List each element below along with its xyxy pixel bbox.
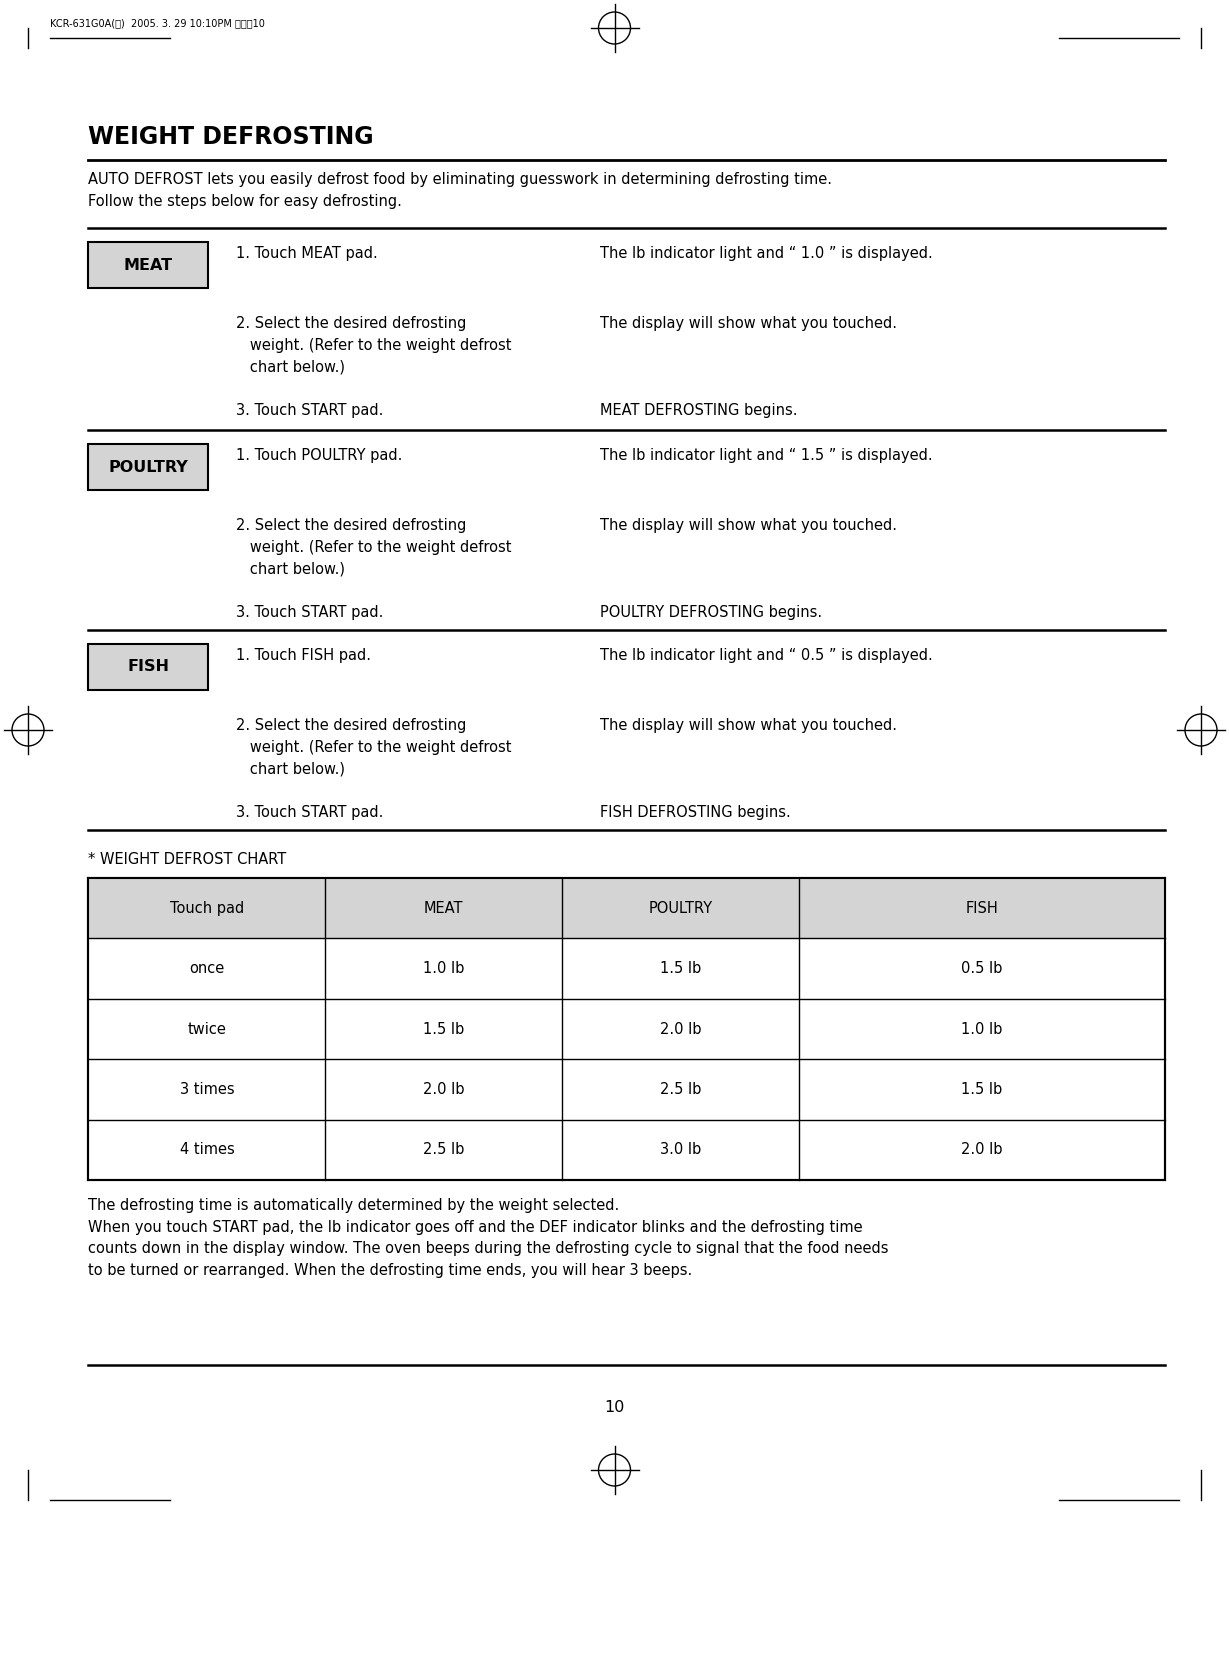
Text: The lb indicator light and “ 1.0 ” is displayed.: The lb indicator light and “ 1.0 ” is di… [600, 246, 933, 261]
Text: Touch pad: Touch pad [170, 901, 245, 916]
Text: 1.0 lb: 1.0 lb [423, 961, 465, 976]
Text: WEIGHT DEFROSTING: WEIGHT DEFROSTING [88, 124, 374, 149]
Text: 2.0 lb: 2.0 lb [660, 1021, 702, 1036]
Text: FISH DEFROSTING begins.: FISH DEFROSTING begins. [600, 805, 790, 820]
FancyBboxPatch shape [88, 878, 1165, 938]
Text: 1. Touch FISH pad.: 1. Touch FISH pad. [236, 647, 371, 662]
Text: 3. Touch START pad.: 3. Touch START pad. [236, 805, 383, 820]
Text: 1.0 lb: 1.0 lb [961, 1021, 1003, 1036]
Text: 2.5 lb: 2.5 lb [660, 1082, 702, 1097]
Text: 3. Touch START pad.: 3. Touch START pad. [236, 604, 383, 619]
Text: MEAT: MEAT [424, 901, 463, 916]
Text: The defrosting time is automatically determined by the weight selected.
When you: The defrosting time is automatically det… [88, 1199, 889, 1278]
Text: 1. Touch MEAT pad.: 1. Touch MEAT pad. [236, 246, 379, 261]
Text: 3. Touch START pad.: 3. Touch START pad. [236, 403, 383, 418]
Text: 1. Touch POULTRY pad.: 1. Touch POULTRY pad. [236, 448, 403, 463]
Text: POULTRY: POULTRY [108, 460, 188, 475]
Text: KCR-631G0A(연)  2005. 3. 29 10:10PM 페이지10: KCR-631G0A(연) 2005. 3. 29 10:10PM 페이지10 [50, 18, 265, 28]
Text: The display will show what you touched.: The display will show what you touched. [600, 315, 897, 330]
Text: 2.0 lb: 2.0 lb [961, 1142, 1003, 1157]
Text: 4 times: 4 times [179, 1142, 235, 1157]
Text: The display will show what you touched.: The display will show what you touched. [600, 719, 897, 734]
Text: 2. Select the desired defrosting
   weight. (Refer to the weight defrost
   char: 2. Select the desired defrosting weight.… [236, 518, 512, 576]
Text: 1.5 lb: 1.5 lb [961, 1082, 1003, 1097]
FancyBboxPatch shape [88, 443, 209, 490]
FancyBboxPatch shape [88, 878, 1165, 1180]
Text: The display will show what you touched.: The display will show what you touched. [600, 518, 897, 533]
Text: 2.0 lb: 2.0 lb [423, 1082, 465, 1097]
Text: once: once [189, 961, 225, 976]
Text: 1.5 lb: 1.5 lb [660, 961, 702, 976]
Text: twice: twice [188, 1021, 226, 1036]
Text: 2.5 lb: 2.5 lb [423, 1142, 465, 1157]
Text: The lb indicator light and “ 0.5 ” is displayed.: The lb indicator light and “ 0.5 ” is di… [600, 647, 933, 662]
Text: 10: 10 [605, 1399, 624, 1414]
FancyBboxPatch shape [88, 644, 209, 691]
Text: 2. Select the desired defrosting
   weight. (Refer to the weight defrost
   char: 2. Select the desired defrosting weight.… [236, 315, 512, 374]
Text: POULTRY: POULTRY [649, 901, 713, 916]
Text: POULTRY DEFROSTING begins.: POULTRY DEFROSTING begins. [600, 604, 822, 619]
Text: MEAT: MEAT [124, 257, 173, 272]
FancyBboxPatch shape [88, 242, 209, 287]
Text: 1.5 lb: 1.5 lb [423, 1021, 465, 1036]
Text: 2. Select the desired defrosting
   weight. (Refer to the weight defrost
   char: 2. Select the desired defrosting weight.… [236, 719, 512, 777]
Text: 3.0 lb: 3.0 lb [660, 1142, 702, 1157]
Text: 0.5 lb: 0.5 lb [961, 961, 1003, 976]
Text: * WEIGHT DEFROST CHART: * WEIGHT DEFROST CHART [88, 852, 286, 867]
Text: 3 times: 3 times [179, 1082, 235, 1097]
Text: AUTO DEFROST lets you easily defrost food by eliminating guesswork in determinin: AUTO DEFROST lets you easily defrost foo… [88, 173, 832, 209]
Text: The lb indicator light and “ 1.5 ” is displayed.: The lb indicator light and “ 1.5 ” is di… [600, 448, 933, 463]
Text: MEAT DEFROSTING begins.: MEAT DEFROSTING begins. [600, 403, 798, 418]
Text: FISH: FISH [128, 659, 170, 674]
Text: FISH: FISH [966, 901, 998, 916]
